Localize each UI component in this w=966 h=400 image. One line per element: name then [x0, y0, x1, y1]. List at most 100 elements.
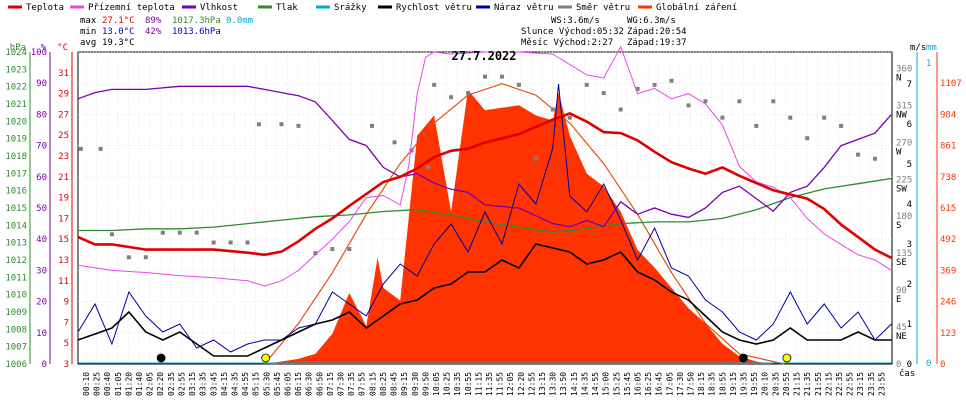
wind-direction-tick: 270 — [896, 138, 912, 148]
temperature-tick: 23 — [58, 152, 69, 162]
x-tick-label: 15:00 — [602, 372, 611, 396]
x-tick-label: 22:55 — [846, 372, 855, 396]
wind-direction-point — [771, 99, 776, 104]
temperature-tick: 31 — [58, 69, 69, 79]
humidity-line — [77, 85, 892, 228]
legend-item: Teplota — [26, 3, 64, 13]
x-tick-label: 13:50 — [559, 372, 568, 396]
wind-direction-point — [533, 156, 538, 161]
x-tick-label: 05:15 — [252, 372, 261, 396]
radiation-tick: 246 — [940, 298, 956, 308]
x-axis-label: čas — [899, 368, 915, 379]
wind-direction-point — [160, 230, 165, 235]
stat-value: min — [80, 27, 96, 37]
temperature-tick: 29 — [58, 90, 69, 100]
wind-direction-point — [788, 115, 793, 120]
humidity-tick: 40 — [36, 235, 47, 245]
x-tick-label: 01:40 — [135, 372, 144, 396]
wind-direction-point — [618, 107, 623, 112]
wind-direction-point — [652, 82, 657, 87]
sun-rise: Slunce Východ:05:32 — [521, 27, 624, 37]
x-tick-label: 15:25 — [612, 372, 621, 396]
wind-direction-point — [822, 115, 827, 120]
x-tick-label: 04:35 — [230, 372, 239, 396]
x-tick-label: 21:55 — [814, 372, 823, 396]
stat-value: 89% — [145, 16, 162, 26]
wind-direction-tick: 360 — [896, 64, 912, 74]
humidity-tick: 10 — [36, 329, 47, 339]
x-tick-label: 07:30 — [337, 372, 346, 396]
x-tick-label: 17:05 — [665, 372, 674, 396]
x-tick-label: 19:15 — [729, 372, 738, 396]
wind-speed-tick: 5 — [907, 160, 912, 170]
pressure-tick: 1009 — [5, 308, 27, 318]
x-tick-label: 18:55 — [718, 372, 727, 396]
x-tick-label: 13:30 — [549, 372, 558, 396]
wind-direction-point — [703, 99, 708, 104]
wind-direction-tick-letter: SE — [896, 258, 907, 268]
x-tick-label: 03:35 — [199, 372, 208, 396]
legend-item: Globální záření — [656, 3, 737, 13]
moonset-marker — [738, 353, 748, 363]
x-tick-label: 02:05 — [146, 372, 155, 396]
wind-direction-tick: 180 — [896, 212, 912, 222]
wind-direction-tick-letter: N — [896, 73, 901, 83]
wind-direction-tick: 225 — [896, 175, 912, 185]
x-tick-label: 08:25 — [379, 372, 388, 396]
wind-direction-point — [211, 240, 216, 245]
legend-item: Srážky — [334, 3, 367, 13]
temperature-tick: 5 — [64, 339, 69, 349]
stat-value: 42% — [145, 27, 162, 37]
wind-direction-point — [126, 255, 131, 260]
wind-direction-point — [432, 82, 437, 87]
pressure-tick: 1014 — [5, 221, 27, 231]
rain-axis-label: mm — [926, 43, 937, 53]
pressure-tick: 1018 — [5, 152, 27, 162]
wind-direction-tick-letter: E — [896, 295, 901, 305]
wind-average: WS:3.6m/s — [551, 16, 600, 26]
wind-speed-tick: 6 — [907, 120, 912, 130]
x-tick-label: 23:15 — [856, 372, 865, 396]
x-tick-label: 21:15 — [793, 372, 802, 396]
wind-direction-point — [483, 74, 487, 79]
x-tick-label: 09:50 — [421, 372, 430, 396]
sunrise-marker — [261, 353, 271, 363]
x-tick-label: 19:35 — [740, 372, 749, 396]
wind-direction-point — [330, 247, 335, 252]
pressure-tick: 1021 — [5, 100, 27, 110]
humidity-tick: 80 — [36, 110, 47, 120]
plot-area — [77, 45, 893, 365]
legend-item: Rychlost větru — [396, 3, 472, 13]
x-tick-label: 04:55 — [241, 372, 250, 396]
x-tick-label: 15:45 — [623, 372, 632, 396]
wind-direction-point — [805, 136, 810, 141]
theoretical-radiation-line — [264, 83, 785, 365]
pressure-tick: 1017 — [5, 169, 27, 179]
wind-direction-point — [635, 86, 640, 91]
humidity-tick: 20 — [36, 298, 47, 308]
x-tick-label: 09:30 — [411, 372, 420, 396]
pressure-tick: 1011 — [5, 273, 27, 283]
x-tick-label: 16:05 — [633, 372, 642, 396]
wind-direction-point — [177, 230, 182, 235]
x-tick-label: 22:35 — [835, 372, 844, 396]
chart-title: 27.7.2022 — [451, 49, 516, 63]
legend-item: Tlak — [276, 3, 298, 13]
temperature-tick: 19 — [58, 194, 69, 204]
pressure-tick: 1020 — [5, 117, 27, 127]
temperature-tick: 27 — [58, 110, 69, 120]
humidity-tick: 90 — [36, 79, 47, 89]
wind-direction-tick: 90 — [896, 286, 907, 296]
pressure-tick: 1022 — [5, 83, 27, 93]
wind-direction-point — [584, 82, 589, 87]
temperature-tick: 21 — [58, 173, 69, 183]
x-tick-label: 02:35 — [167, 372, 176, 396]
wind-direction-point — [347, 247, 352, 252]
x-tick-label: 06:50 — [315, 372, 324, 396]
radiation-tick: 1107 — [940, 79, 962, 89]
radiation-tick: 0 — [940, 360, 945, 370]
x-tick-label: 09:15 — [400, 372, 409, 396]
temperature-tick: 3 — [64, 360, 69, 370]
x-tick-label: 02:20 — [156, 372, 165, 396]
stat-value: 27.1°C — [102, 16, 135, 26]
